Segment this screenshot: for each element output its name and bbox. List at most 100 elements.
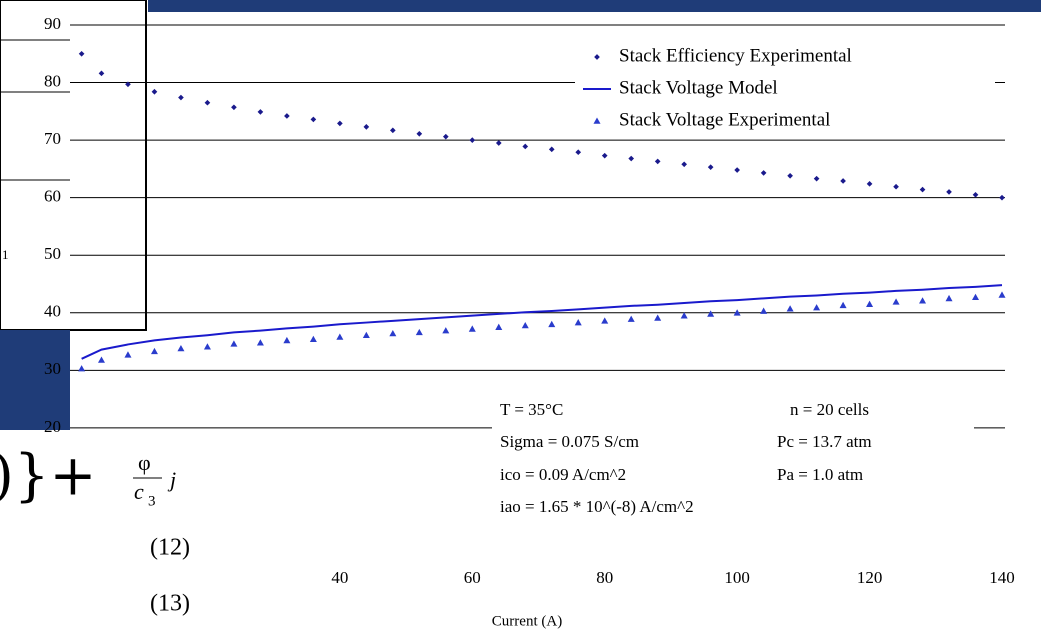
triangle-marker <box>150 347 158 355</box>
dot-marker <box>601 152 608 159</box>
triangle-marker <box>866 300 874 307</box>
triangle-marker <box>203 343 211 350</box>
equation-image <box>0 430 215 640</box>
dot-marker <box>442 133 449 140</box>
dot-marker <box>363 124 370 130</box>
dot-marker <box>284 113 290 119</box>
triangle-marker <box>919 297 927 304</box>
dot-marker <box>919 186 926 193</box>
dot-marker <box>707 164 714 170</box>
dot-marker <box>999 194 1005 201</box>
triangle-marker <box>707 310 715 317</box>
dot-marker <box>654 158 661 165</box>
y-tick-label: 60 <box>44 187 61 206</box>
dot-marker <box>416 130 423 137</box>
annotation: Pc = 13.7 atm <box>777 432 872 451</box>
triangle-marker <box>733 309 741 316</box>
triangle-marker <box>78 365 86 372</box>
legend-box <box>575 38 995 138</box>
triangle-marker <box>945 294 953 302</box>
triangle-marker <box>786 305 794 312</box>
x-tick-label: 60 <box>464 568 481 587</box>
dot-marker <box>866 181 873 187</box>
triangle-marker <box>680 312 688 319</box>
triangle-marker <box>283 336 291 344</box>
y-tick-label: 20 <box>44 417 61 436</box>
slide-block <box>0 330 70 430</box>
dot-marker <box>575 149 582 156</box>
dot-marker <box>178 94 184 101</box>
triangle-marker <box>627 315 635 322</box>
dot-marker <box>98 70 105 77</box>
fragment: (13) <box>150 591 190 617</box>
dot-marker <box>469 137 476 143</box>
triangle-marker <box>97 356 105 363</box>
triangle-marker <box>177 344 185 352</box>
triangle-marker <box>389 329 397 337</box>
triangle-marker <box>362 331 370 339</box>
dot-marker <box>628 155 635 162</box>
brace: )}+ <box>0 444 96 509</box>
dot-marker <box>787 172 793 179</box>
triangle-marker <box>760 307 768 314</box>
triangle-marker <box>521 321 529 329</box>
dot-marker <box>390 127 396 134</box>
dot-marker <box>972 191 979 198</box>
y-tick-label: 80 <box>44 71 61 90</box>
triangle-marker <box>548 320 556 328</box>
x-tick-label: 40 <box>331 568 348 587</box>
dot-marker <box>760 170 767 176</box>
triangle-marker <box>495 323 503 330</box>
triangle-marker <box>892 298 900 305</box>
annotation: n = 20 cells <box>790 400 869 419</box>
slide-banner <box>148 0 1041 12</box>
legend-swatch <box>593 117 601 124</box>
triangle-marker <box>256 339 264 346</box>
x-tick-label: 100 <box>724 568 750 587</box>
dot-marker <box>231 104 237 111</box>
x-tick-label: 140 <box>989 568 1015 587</box>
fragment: j <box>167 467 176 492</box>
dot-marker <box>257 109 264 115</box>
triangle-marker <box>839 301 847 309</box>
dot-marker <box>548 146 555 153</box>
triangle-marker <box>468 325 476 332</box>
triangle-marker <box>415 328 423 336</box>
fragment: φ <box>138 450 151 475</box>
dot-marker <box>840 178 846 184</box>
dot-marker <box>151 88 158 95</box>
annotation: T = 35°C <box>500 400 563 419</box>
fragment: 3 <box>148 493 156 509</box>
dot-marker <box>337 120 343 127</box>
triangle-marker <box>442 327 450 334</box>
triangle-marker <box>124 351 132 358</box>
triangle-marker <box>998 291 1006 298</box>
annotation: ico = 0.09 A/cm^2 <box>500 465 626 484</box>
y-tick-label: 40 <box>44 302 61 321</box>
slide-panel <box>0 0 147 331</box>
legend-label: Stack Efficiency Experimental <box>619 45 852 66</box>
series-line <box>81 284 1003 360</box>
triangle-marker <box>309 335 317 343</box>
y-tick-label: 30 <box>44 359 61 378</box>
x-tick-label: 120 <box>857 568 883 587</box>
dot-marker <box>522 143 529 150</box>
annotation: Pa = 1.0 atm <box>777 465 863 484</box>
x-tick-label: 80 <box>596 568 613 587</box>
dot-marker <box>893 183 899 190</box>
triangle-marker <box>654 314 662 321</box>
dot-marker <box>310 116 317 123</box>
dot-marker <box>734 167 740 173</box>
triangle-marker <box>813 304 821 311</box>
y-tick-label: 50 <box>44 244 61 263</box>
triangle-marker <box>574 319 582 326</box>
y-tick-label: 70 <box>44 129 61 148</box>
y-tick-label: 90 <box>44 14 61 33</box>
legend-label: Stack Voltage Experimental <box>619 109 830 130</box>
fragment: c <box>134 479 144 504</box>
triangle-marker <box>230 340 238 347</box>
annotation: iao = 1.65 * 10^(-8) A/cm^2 <box>500 497 694 516</box>
dot-marker <box>681 161 687 168</box>
